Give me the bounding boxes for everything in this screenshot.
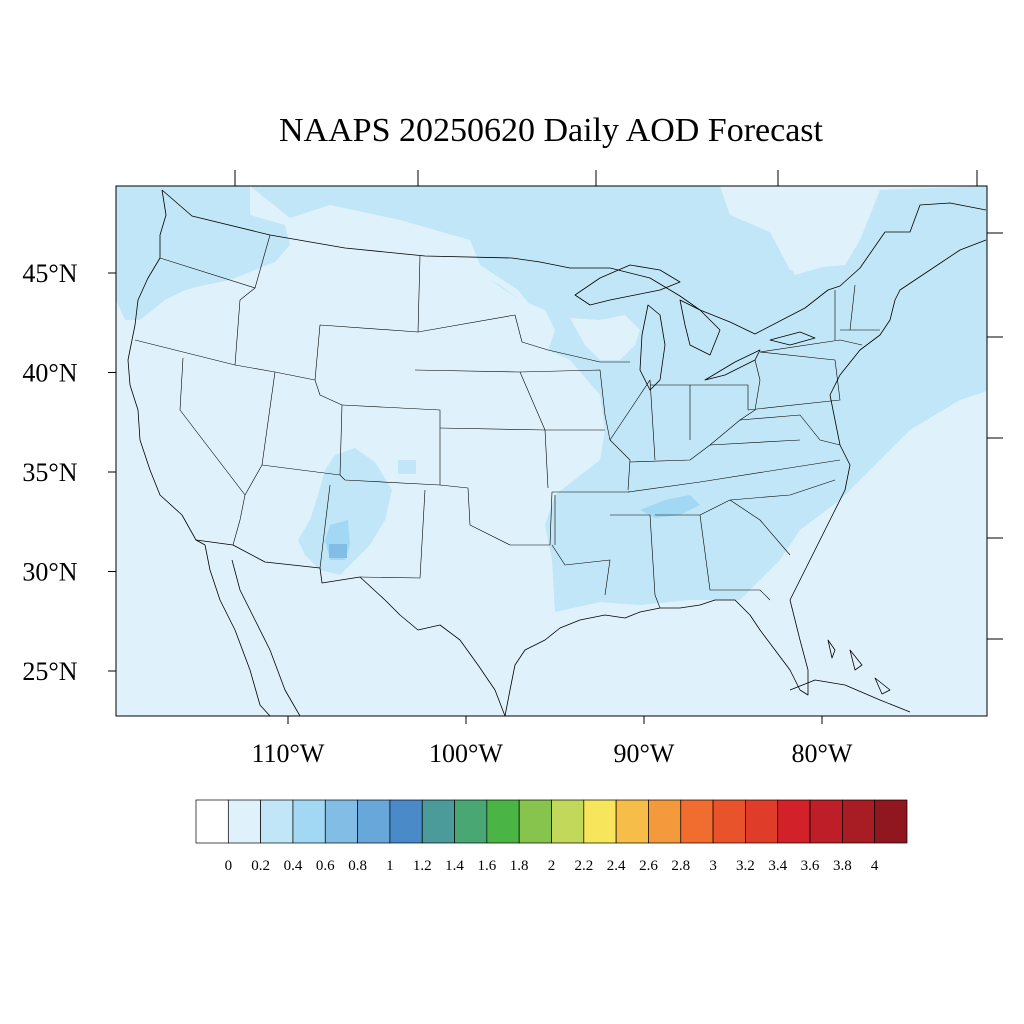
pacific-coast bbox=[127, 189, 206, 546]
colorbar-box bbox=[680, 799, 714, 844]
colorbar-label: 0.4 bbox=[284, 858, 303, 874]
colorbar-label: 2.6 bbox=[639, 858, 658, 874]
colorbar-box bbox=[615, 799, 649, 844]
lon-label: 100°W bbox=[429, 739, 503, 768]
colorbar-box bbox=[357, 799, 391, 844]
gulf-coast bbox=[504, 239, 987, 716]
colorbar-box bbox=[745, 799, 779, 844]
aod-region-alabama-band bbox=[640, 495, 700, 518]
colorbar-label: 1.6 bbox=[477, 858, 496, 874]
lake-huron bbox=[679, 299, 721, 356]
map-title: NAAPS 20250620 Daily AOD Forecast bbox=[279, 112, 824, 149]
colorbar-label: 4 bbox=[871, 858, 879, 874]
colorbar-label: 2.4 bbox=[607, 858, 626, 874]
colorbar-label: 1.4 bbox=[445, 858, 464, 874]
lat-label: 25°N bbox=[22, 657, 77, 686]
colorbar-box bbox=[874, 799, 908, 844]
aod-region-max bbox=[329, 544, 347, 558]
lon-label: 90°W bbox=[614, 739, 675, 768]
colorbar-box bbox=[324, 799, 358, 844]
colorbar-labels: 0 0.2 0.4 0.6 0.8 1 1.2 1.4 1.6 1.8 2 2.2 2.4 2.6 2.8 3… bbox=[225, 858, 879, 874]
colorbar-label: 0.6 bbox=[316, 858, 335, 874]
colorbar-box bbox=[809, 799, 843, 844]
lake-superior bbox=[574, 264, 681, 306]
colorbar-label: 0 bbox=[225, 858, 233, 874]
bahamas-2 bbox=[849, 649, 863, 671]
map-area bbox=[116, 186, 987, 716]
colorbar-box bbox=[454, 799, 488, 844]
colorbar-label: 0.8 bbox=[348, 858, 367, 874]
colorbar-box bbox=[583, 799, 617, 844]
lat-label: 30°N bbox=[22, 558, 77, 587]
coastline-and-borders bbox=[127, 189, 987, 716]
aod-region-pacific-northwest bbox=[116, 186, 290, 320]
lat-label: 45°N bbox=[22, 259, 77, 288]
aod-pocket-new-england bbox=[720, 186, 880, 275]
lake-erie bbox=[704, 349, 761, 381]
colorbar-label: 3.6 bbox=[801, 858, 820, 874]
aod-level-0.2-0.4 bbox=[116, 186, 987, 612]
aod-region-northern-border bbox=[250, 186, 987, 612]
colorbar-box bbox=[712, 799, 746, 844]
colorbar-box bbox=[421, 799, 455, 844]
aod-level-0.0-0.2-pockets bbox=[285, 186, 880, 360]
colorbar-box bbox=[551, 799, 585, 844]
bahamas-3 bbox=[874, 677, 891, 695]
lake-ontario bbox=[769, 331, 816, 346]
colorbar-box bbox=[518, 799, 552, 844]
baja-coast bbox=[204, 544, 271, 716]
colorbar-label: 2.2 bbox=[574, 858, 593, 874]
colorbar-box bbox=[292, 799, 326, 844]
aod-pocket-lake-region bbox=[570, 315, 640, 360]
colorbar-label: 1.8 bbox=[510, 858, 529, 874]
colorbar-label: 3.2 bbox=[736, 858, 755, 874]
colorbar-box bbox=[486, 799, 520, 844]
aod-pocket-northern-plains bbox=[285, 210, 535, 350]
colorbar-label: 1 bbox=[386, 858, 394, 874]
colorbar-box bbox=[195, 799, 229, 844]
lat-label: 40°N bbox=[22, 359, 77, 388]
colorbar-box bbox=[227, 799, 261, 844]
cuba bbox=[789, 679, 911, 713]
aod-region-utah-patch bbox=[398, 460, 416, 474]
colorbar-label: 3.8 bbox=[833, 858, 852, 874]
colorbar-box bbox=[260, 799, 294, 844]
colorbar-label: 1.2 bbox=[413, 858, 432, 874]
axis-ticks bbox=[108, 170, 1003, 724]
map-frame bbox=[115, 185, 988, 717]
colorbar-box bbox=[648, 799, 682, 844]
longitude-labels: 110°W 100°W 90°W 80°W bbox=[252, 739, 853, 768]
lon-label: 80°W bbox=[792, 739, 853, 768]
lat-label: 35°N bbox=[22, 458, 77, 487]
colorbar-label: 3.4 bbox=[768, 858, 787, 874]
latitude-labels: 45°N 40°N 35°N 30°N 25°N bbox=[22, 259, 77, 686]
colorbar-box bbox=[389, 799, 423, 844]
colorbar-box bbox=[842, 799, 876, 844]
colorbar-box bbox=[777, 799, 811, 844]
mexico-border bbox=[195, 539, 506, 716]
colorbar-label: 2 bbox=[548, 858, 556, 874]
colorbar-label: 0.2 bbox=[251, 858, 270, 874]
colorbar bbox=[195, 799, 908, 844]
state-boundaries bbox=[134, 234, 880, 609]
bahamas-1 bbox=[827, 639, 836, 659]
colorbar-label: 3 bbox=[709, 858, 717, 874]
lon-label: 110°W bbox=[252, 739, 325, 768]
aod-region-southwest bbox=[298, 448, 392, 575]
gulf-of-california bbox=[231, 559, 301, 716]
colorbar-label: 2.8 bbox=[671, 858, 690, 874]
